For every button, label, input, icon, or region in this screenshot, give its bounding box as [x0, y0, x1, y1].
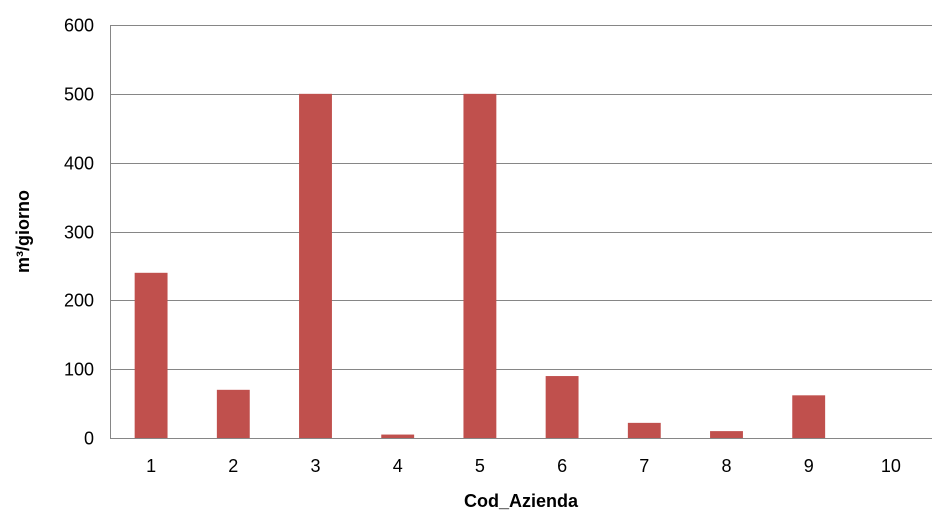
x-tick-label: 4	[393, 456, 403, 476]
y-tick-label: 400	[64, 154, 94, 174]
x-tick-labels: 1 2 3 4 5 6 7 8 9 10	[146, 456, 901, 476]
x-tick-label: 9	[804, 456, 814, 476]
bar-6	[545, 376, 579, 438]
x-tick-label: 7	[639, 456, 649, 476]
bar-5	[463, 93, 497, 438]
bar-8	[710, 431, 743, 438]
y-tick-label: 0	[84, 429, 94, 449]
y-axis-title: m³/giorno	[13, 190, 33, 273]
y-tick-labels: 0 100 200 300 400 500 600	[64, 16, 94, 449]
bar-2	[216, 389, 250, 438]
x-tick-label: 2	[228, 456, 238, 476]
x-tick-label: 1	[146, 456, 156, 476]
y-tick-label: 600	[64, 16, 94, 36]
y-tick-label: 500	[64, 85, 94, 105]
x-tick-label: 5	[475, 456, 485, 476]
y-tick-label: 200	[64, 291, 94, 311]
gridlines	[110, 25, 932, 370]
bar-1	[134, 272, 168, 438]
y-tick-label: 100	[64, 360, 94, 380]
x-tick-label: 6	[557, 456, 567, 476]
bars	[134, 93, 826, 438]
axes	[110, 25, 932, 439]
x-tick-label: 3	[310, 456, 320, 476]
x-tick-label: 10	[881, 456, 901, 476]
bar-9	[792, 395, 826, 438]
bar-7	[627, 422, 661, 438]
x-tick-label: 8	[721, 456, 731, 476]
y-tick-label: 300	[64, 223, 94, 243]
x-axis-title: Cod_Azienda	[464, 491, 579, 511]
bar-4	[381, 434, 415, 438]
bar-3	[299, 93, 332, 438]
